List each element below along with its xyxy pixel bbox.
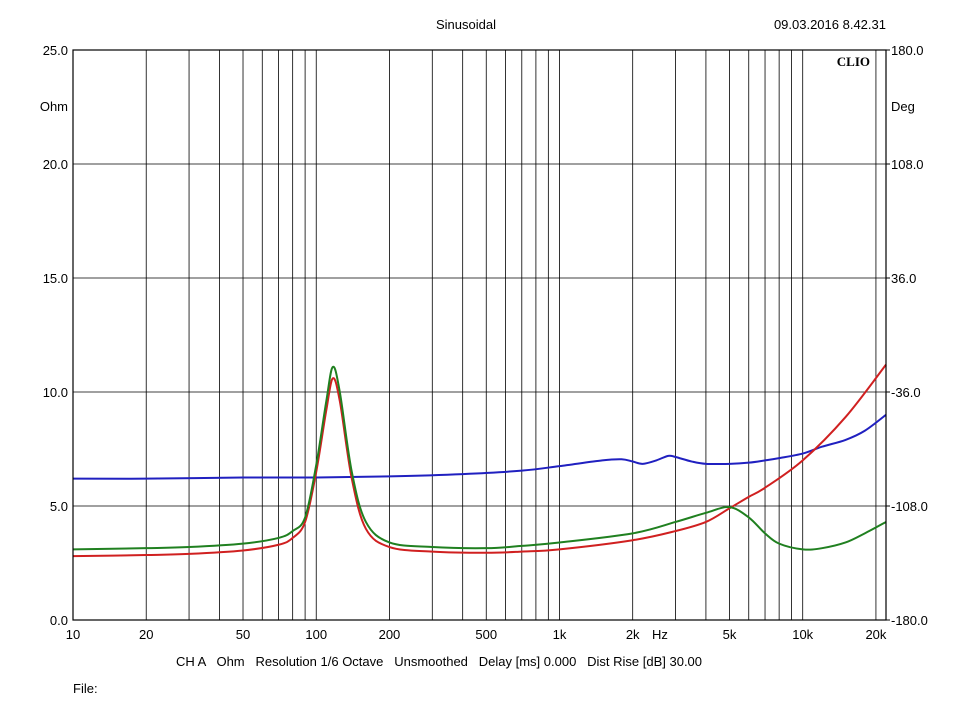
x-tick-label: 5k (723, 627, 737, 642)
y-left-tick-label: 25.0 (43, 43, 68, 58)
brand-logo: CLIO (837, 54, 870, 69)
x-tick-label: 2k (626, 627, 640, 642)
plot-frame (72, 49, 887, 621)
x-tick-label: 20k (865, 627, 886, 642)
measurement-info: CH A Ohm Resolution 1/6 Octave Unsmoothe… (176, 654, 702, 669)
file-label: File: (73, 681, 98, 696)
x-tick-label: 100 (305, 627, 327, 642)
series-line-2 (72, 364, 887, 558)
y-right-tick-label: 180.0 (891, 43, 924, 58)
y-left-tick-label: 0.0 (50, 613, 68, 628)
y-right-tick-label: 36.0 (891, 271, 916, 286)
x-tick-label: 1k (553, 627, 567, 642)
series-line-1 (72, 414, 887, 480)
y-left-tick-label: 20.0 (43, 157, 68, 172)
y-right-tick-label: 108.0 (891, 157, 924, 172)
x-tick-label: 200 (379, 627, 401, 642)
x-tick-label: 500 (475, 627, 497, 642)
x-tick-label: 10 (66, 627, 80, 642)
y-left-unit-label: Ohm (40, 99, 68, 114)
chart-title: Sinusoidal (436, 17, 496, 32)
y-right-tick-label: -180.0 (891, 613, 928, 628)
series-line-3 (72, 365, 887, 551)
x-tick-label: 10k (792, 627, 813, 642)
x-unit-label: Hz (652, 627, 668, 642)
y-left-tick-label: 5.0 (50, 499, 68, 514)
y-left-tick-label: 15.0 (43, 271, 68, 286)
timestamp: 09.03.2016 8.42.31 (774, 17, 886, 32)
x-tick-label: 20 (139, 627, 153, 642)
x-tick-label: 50 (236, 627, 250, 642)
y-right-unit-label: Deg (891, 99, 915, 114)
y-left-tick-label: 10.0 (43, 385, 68, 400)
y-right-tick-label: -108.0 (891, 499, 928, 514)
y-right-tick-label: -36.0 (891, 385, 921, 400)
